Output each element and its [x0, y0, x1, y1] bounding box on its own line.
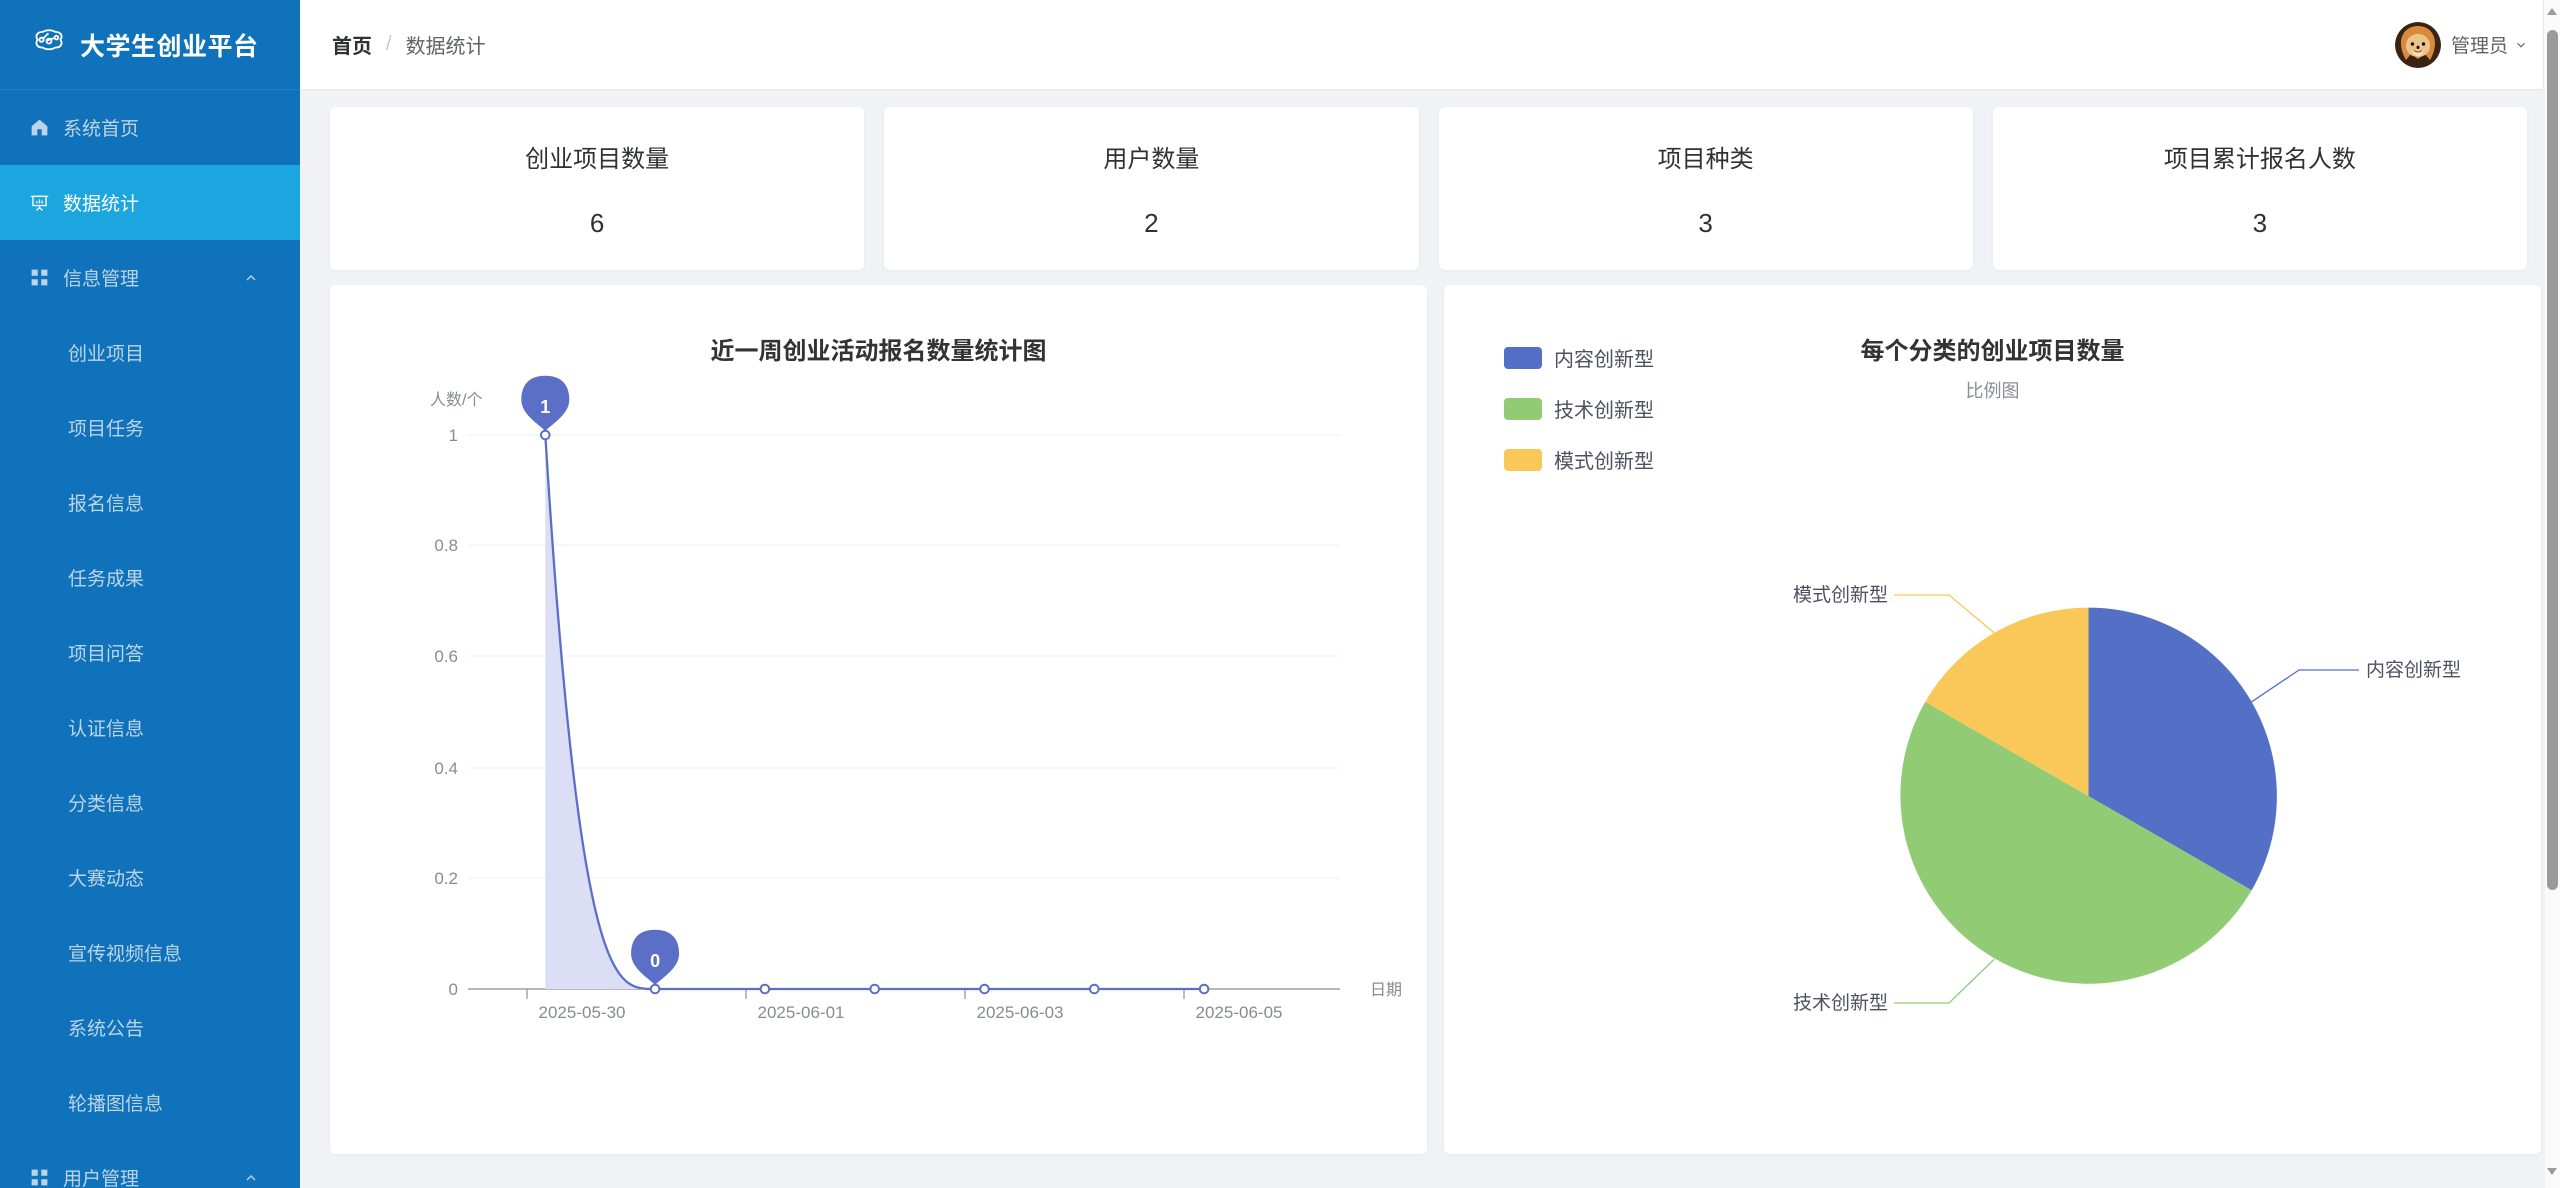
svg-text:2025-06-03: 2025-06-03 [977, 1003, 1064, 1022]
svg-text:1: 1 [540, 397, 550, 417]
svg-text:0.8: 0.8 [434, 536, 458, 555]
svg-text:1: 1 [449, 426, 458, 445]
svg-text:0.4: 0.4 [434, 759, 458, 778]
svg-text:0.6: 0.6 [434, 647, 458, 666]
svg-text:人数/个: 人数/个 [430, 391, 482, 409]
svg-text:模式创新型: 模式创新型 [1793, 584, 1888, 606]
svg-text:内容创新型: 内容创新型 [2366, 659, 2461, 681]
svg-text:2025-06-01: 2025-06-01 [758, 1003, 845, 1022]
svg-text:0: 0 [449, 980, 458, 999]
svg-text:日期: 日期 [1370, 981, 1402, 999]
svg-text:2025-05-30: 2025-05-30 [539, 1003, 626, 1022]
svg-text:2025-06-05: 2025-06-05 [1196, 1003, 1283, 1022]
svg-text:技术创新型: 技术创新型 [1793, 992, 1888, 1014]
svg-text:0: 0 [650, 951, 660, 971]
svg-text:0.2: 0.2 [434, 869, 458, 888]
